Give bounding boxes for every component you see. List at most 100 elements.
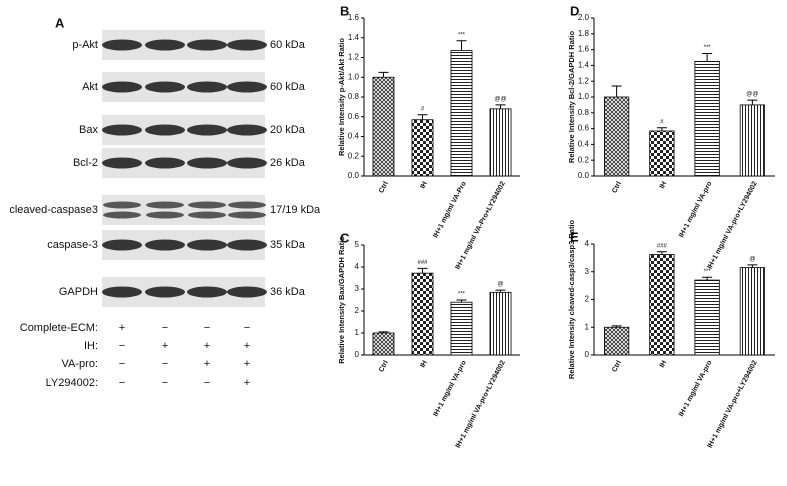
y-tick-label: 1: [355, 328, 360, 337]
blot-label: GAPDH: [59, 286, 98, 298]
y-tick-label: 0.4: [348, 132, 360, 141]
blot-label: Akt: [82, 81, 98, 93]
y-tick-label: 2.0: [578, 13, 590, 22]
error-bar: [656, 127, 667, 131]
blot-band: [187, 39, 227, 51]
blot-band: [145, 239, 185, 251]
y-axis-label: Relative Intensity p-Akt/Akt Ratio: [337, 38, 346, 156]
error-bar: [417, 267, 428, 274]
y-tick-label: 2: [355, 306, 360, 315]
bar: [649, 130, 675, 177]
condition-label: IH:: [84, 340, 98, 352]
blot-band: [187, 81, 227, 93]
error-bar: [656, 251, 667, 255]
blot-band: [146, 201, 184, 209]
blot-band: [228, 201, 266, 209]
x-tick-label: IH: [419, 181, 428, 190]
significance-label: ***: [458, 292, 466, 298]
condition-sign: +: [204, 358, 210, 370]
condition-sign: +: [244, 377, 250, 389]
bar: [450, 50, 473, 177]
blot-band: [145, 81, 185, 93]
blot-band: [145, 157, 185, 169]
blot-band: [187, 239, 227, 251]
blot-band: [227, 157, 267, 169]
blot-band: [102, 239, 142, 251]
x-tick-label: IH: [659, 360, 668, 369]
x-tick-label: IH+1 mg/ml VA-pro: [678, 360, 713, 418]
panel-label: D: [570, 3, 579, 18]
condition-sign: −: [162, 377, 168, 389]
blot-band: [227, 81, 267, 93]
y-axis-label: Relative Intensity Bcl-2/GAPDH Ratio: [567, 31, 576, 164]
bar: [604, 96, 630, 177]
error-bar: [417, 114, 428, 120]
blot-size: 60 kDa: [270, 39, 306, 51]
blot-band: [228, 211, 266, 219]
condition-label: Complete-ECM:: [20, 322, 98, 334]
error-bar: [495, 104, 506, 109]
condition-label: LY294002:: [46, 377, 98, 389]
panel-label: B: [340, 3, 349, 18]
bar: [411, 119, 434, 177]
blot-band: [188, 211, 226, 219]
bar: [411, 272, 434, 356]
y-tick-label: 0.6: [348, 112, 360, 121]
bar: [489, 108, 512, 177]
y-tick-label: 0.4: [578, 140, 590, 149]
error-bar: [611, 85, 622, 97]
y-tick-label: 1.0: [348, 72, 360, 81]
blot-size: 17/19 kDa: [270, 204, 321, 216]
condition-sign: −: [244, 322, 250, 334]
x-tick-label: IH+1 mg/ml VA-pro+LY294002: [455, 359, 507, 449]
blot-band: [188, 201, 226, 209]
y-tick-label: 0.8: [348, 92, 360, 101]
significance-label: @: [497, 282, 503, 288]
condition-sign: +: [244, 340, 250, 352]
bar: [649, 254, 675, 356]
blot-band: [227, 39, 267, 51]
bar: [372, 332, 395, 356]
x-tick-label: Ctrl: [611, 180, 623, 194]
y-tick-label: 3: [355, 284, 360, 293]
condition-sign: −: [204, 322, 210, 334]
y-tick-label: 0.8: [578, 108, 590, 117]
blot-label: Bax: [79, 124, 98, 136]
condition-sign: −: [119, 377, 125, 389]
error-bar: [378, 71, 389, 78]
condition-sign: +: [204, 340, 210, 352]
error-bar: [747, 99, 758, 105]
x-tick-label: Ctrl: [378, 359, 390, 373]
blot-band: [102, 157, 142, 169]
blot-band: [102, 81, 142, 93]
significance-label: #: [660, 119, 664, 125]
condition-sign: +: [244, 358, 250, 370]
y-tick-label: 4: [355, 262, 360, 271]
y-tick-label: 1.2: [348, 53, 360, 62]
y-axis-label: Relative Intensity Bax/GAPDH Ratio: [337, 236, 346, 364]
blot-label: p-Akt: [72, 39, 98, 51]
error-bar: [378, 331, 389, 333]
panel-label: C: [340, 230, 350, 245]
significance-label: ###: [657, 243, 668, 249]
x-tick-label: IH: [659, 181, 668, 190]
y-tick-label: 1.6: [348, 13, 360, 22]
y-tick-label: 1.6: [578, 45, 590, 54]
y-tick-label: 0.2: [578, 155, 590, 164]
blot-size: 35 kDa: [270, 239, 306, 251]
y-tick-label: 2: [585, 295, 590, 304]
y-tick-label: 1.4: [578, 61, 590, 70]
x-tick-label: Ctrl: [378, 180, 390, 194]
y-tick-label: 3: [585, 267, 590, 276]
bar: [739, 104, 765, 177]
blot-band: [187, 124, 227, 136]
significance-label: @@: [746, 92, 758, 98]
blot-band: [103, 201, 141, 209]
blot-band: [146, 211, 184, 219]
bar: [694, 61, 720, 177]
bar: [604, 326, 630, 356]
blot-band: [187, 286, 227, 298]
error-bar: [702, 53, 713, 62]
significance-label: ***: [704, 45, 712, 51]
